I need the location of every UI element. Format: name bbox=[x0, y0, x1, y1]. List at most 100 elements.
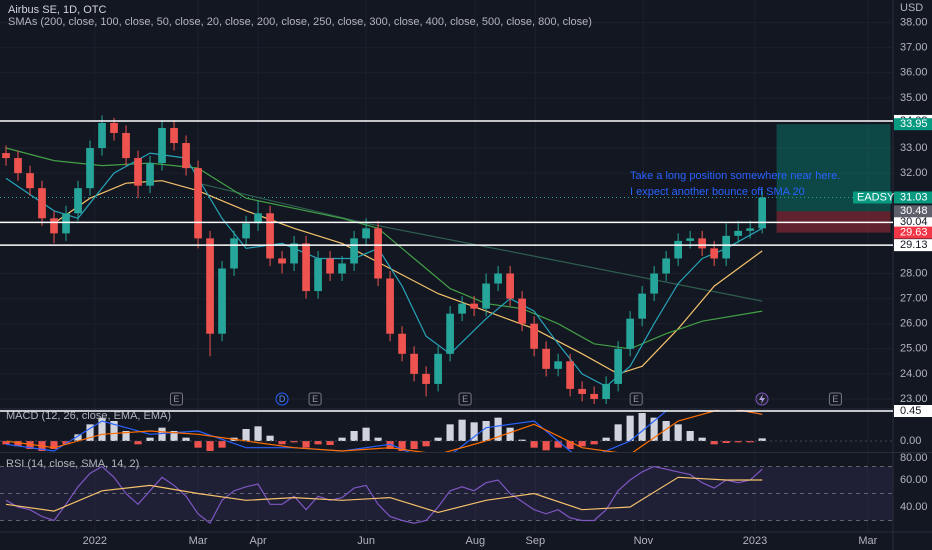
event-marker bbox=[458, 392, 472, 406]
dividend-icon bbox=[755, 392, 769, 406]
candle-body bbox=[746, 228, 755, 231]
macd-histogram-bar bbox=[314, 441, 322, 445]
macd-histogram-bar bbox=[722, 441, 730, 443]
x-tick-label: Aug bbox=[466, 535, 486, 547]
candle-body bbox=[530, 323, 538, 349]
candle-body bbox=[134, 158, 142, 186]
candle-body bbox=[194, 168, 202, 239]
macd-pane bbox=[0, 410, 893, 452]
annotation: I expect another bounce off SMA 20 bbox=[630, 186, 805, 198]
macd-histogram-bar bbox=[290, 441, 298, 443]
chart-title: Airbus SE, 1D, OTC bbox=[8, 4, 106, 16]
macd-histogram-bar bbox=[218, 441, 226, 448]
candle-body bbox=[74, 188, 82, 214]
candle-body bbox=[446, 313, 454, 354]
macd-histogram-bar bbox=[662, 421, 670, 441]
candle-body bbox=[98, 122, 106, 149]
candle-body bbox=[278, 258, 286, 264]
macd-histogram-bar bbox=[158, 427, 166, 441]
candle-body bbox=[326, 258, 334, 274]
macd-histogram-bar bbox=[206, 441, 214, 451]
macd-histogram-bar bbox=[746, 441, 754, 443]
event-marker bbox=[275, 392, 289, 406]
candle-body bbox=[182, 143, 190, 169]
candle-body bbox=[602, 383, 610, 399]
entry-label: 30.48 bbox=[900, 205, 928, 217]
macd-histogram-bar bbox=[698, 437, 706, 441]
indicator-line bbox=[5, 410, 763, 452]
event-label: E bbox=[832, 394, 838, 404]
y-tick-label: 33.00 bbox=[900, 142, 928, 154]
macd-histogram-bar bbox=[458, 419, 466, 441]
candle-body bbox=[434, 353, 442, 384]
y-tick-label: 23.00 bbox=[900, 393, 928, 405]
macd-histogram-bar bbox=[518, 439, 526, 441]
candle-body bbox=[38, 188, 46, 219]
macd-histogram-bar bbox=[590, 441, 598, 445]
candle-body bbox=[638, 293, 646, 319]
macd-histogram-bar bbox=[530, 441, 538, 448]
macd-histogram-bar bbox=[302, 441, 310, 448]
macd-histogram-bar bbox=[2, 441, 10, 445]
y-tick-label: 32.00 bbox=[900, 167, 928, 179]
grid bbox=[0, 0, 893, 532]
macd-histogram-bar bbox=[50, 441, 58, 449]
candle-body bbox=[626, 318, 634, 349]
candle-body bbox=[146, 163, 154, 186]
rsi-title: RSI (14, close, SMA, 14, 2) bbox=[6, 458, 139, 470]
candle-body bbox=[110, 122, 118, 133]
macd-histogram-bar bbox=[86, 424, 94, 441]
y-tick-label: 0.00 bbox=[900, 435, 921, 447]
macd-histogram-bar bbox=[98, 417, 106, 441]
last-price-label-box bbox=[894, 191, 932, 204]
axes: 2022 Mar Apr Jun Aug Sep Nov 2023 Mar 38.00 37.00 3… bbox=[0, 16, 932, 547]
event-marker bbox=[169, 392, 183, 406]
macd-histogram-bar bbox=[434, 437, 442, 441]
candle-body bbox=[386, 278, 394, 334]
candle-body bbox=[62, 213, 70, 234]
indicator-line bbox=[53, 180, 763, 375]
event-marker bbox=[629, 392, 643, 406]
candle-body bbox=[86, 148, 94, 189]
macd-histogram-bar bbox=[146, 437, 154, 441]
entry-label-box bbox=[894, 205, 932, 218]
y-tick-label: 60.00 bbox=[900, 474, 928, 486]
candle-body bbox=[26, 173, 34, 189]
last-price-label: 31.03 bbox=[900, 191, 928, 203]
level-label: 29.13 bbox=[900, 239, 928, 251]
macd-histogram-bar bbox=[638, 413, 646, 441]
target-label: 33.95 bbox=[900, 118, 928, 130]
macd-histogram-bar bbox=[194, 441, 202, 448]
y-tick-label: 40.00 bbox=[900, 501, 928, 513]
x-tick-label: Sep bbox=[526, 535, 546, 547]
macd-histogram-bar bbox=[14, 441, 22, 447]
candle-body bbox=[518, 298, 526, 324]
macd-histogram-bar bbox=[578, 441, 586, 447]
macd-histogram-bar bbox=[62, 441, 70, 445]
chart-subtitle: SMAs (200, close, 100, close, 50, close,… bbox=[8, 16, 592, 28]
level-label: 30.04 bbox=[900, 216, 928, 228]
candle-body bbox=[674, 240, 682, 259]
y-tick-label: 26.00 bbox=[900, 318, 928, 330]
candle-body bbox=[470, 303, 478, 309]
candle-body bbox=[686, 238, 694, 241]
macd-histogram-bar bbox=[122, 431, 130, 441]
candle-body bbox=[50, 218, 58, 234]
macd-histogram-bar bbox=[710, 441, 718, 445]
indicator-line bbox=[5, 465, 763, 525]
macd-histogram-bar bbox=[278, 441, 286, 445]
macd-histogram-bar bbox=[566, 441, 574, 449]
candle-body bbox=[458, 303, 466, 314]
candle-body bbox=[266, 213, 274, 259]
candle-body bbox=[398, 333, 406, 354]
macd-histogram-bar bbox=[734, 441, 742, 443]
candle-body bbox=[158, 127, 166, 164]
event-label: E bbox=[633, 394, 639, 404]
macd-histogram-bar bbox=[470, 422, 478, 441]
macd-histogram-bar bbox=[26, 441, 34, 449]
macd-histogram-bar bbox=[170, 431, 178, 441]
candle-body bbox=[590, 393, 598, 399]
candle-body bbox=[374, 228, 382, 279]
macd-histogram-bar bbox=[506, 427, 514, 441]
